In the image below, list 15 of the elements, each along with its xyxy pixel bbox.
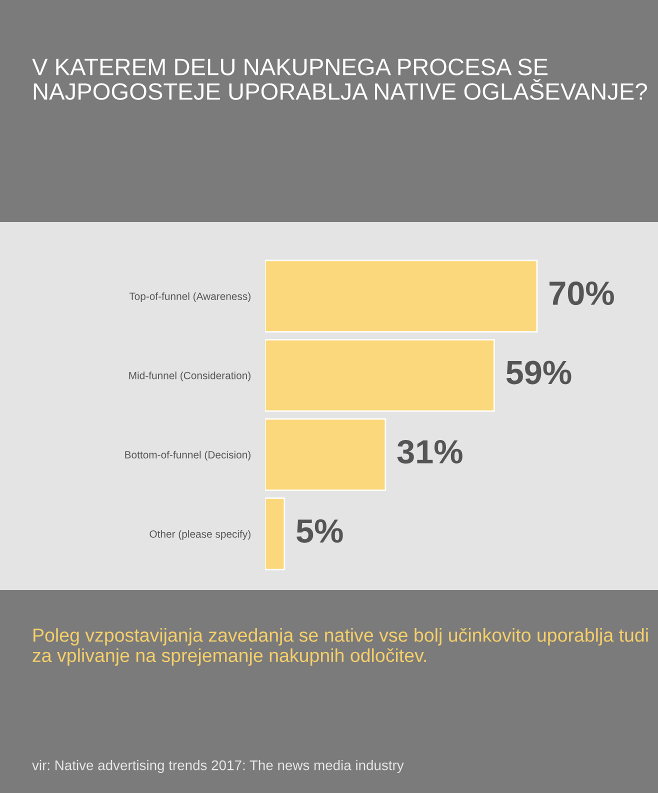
y-tick-label: Other (please specify) <box>150 530 250 540</box>
text: Poleg vzpostavijanja zavedanja se native vse bolj učinkovito uporablja tudi za vplivanje na sprejemanje nakupnih odločitev. <box>32 628 648 666</box>
bar <box>265 260 538 332</box>
bar <box>265 498 286 570</box>
data-label: 31% <box>397 440 462 464</box>
bar <box>265 339 495 412</box>
y-tick-label: Top-of-funnel (Awareness) <box>129 292 250 302</box>
chart-title: V KATEREM DELU NAKUPNEGA PROCESA SE NAJPOGOSTEJE UPORABLJA NATIVE OGLAŠEVANJE? <box>32 58 647 100</box>
data-label: 59% <box>506 360 572 384</box>
y-tick-label: Mid-funnel (Consideration) <box>129 372 250 382</box>
data-label: 5% <box>296 519 343 543</box>
text: vir: Native advertising trends 2017: The news media industry <box>32 760 404 773</box>
bar <box>265 418 386 491</box>
y-tick-label: Bottom-of-funnel (Decision) <box>125 450 250 461</box>
data-label: 70% <box>550 281 614 306</box>
